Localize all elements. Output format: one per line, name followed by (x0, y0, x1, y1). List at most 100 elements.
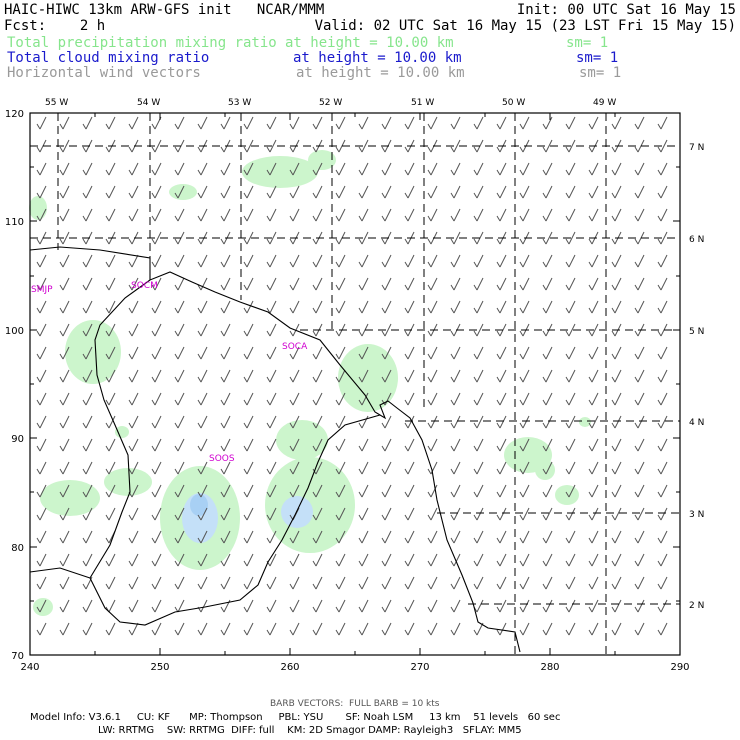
wind-barb (151, 208, 162, 222)
x-tick-label: 280 (540, 662, 559, 673)
wind-barb (588, 461, 599, 475)
wind-barb (634, 622, 645, 636)
wind-barb (59, 346, 70, 360)
wind-barb (381, 162, 392, 176)
wind-barb (542, 484, 553, 498)
wind-barb (565, 185, 576, 199)
wind-barb (128, 507, 139, 521)
wind-barb (542, 231, 553, 245)
wind-barb (358, 461, 369, 475)
header-valid: Valid: 02 UTC Sat 16 May 15 (23 LST Fri … (314, 18, 736, 34)
wind-barb (335, 576, 346, 590)
wind-barb (565, 484, 576, 498)
wind-barb (519, 576, 530, 590)
wind-barb (634, 599, 645, 613)
wind-barb (197, 507, 208, 521)
wind-barb (289, 208, 300, 222)
wind-barb (473, 576, 484, 590)
wind-barb (588, 323, 599, 337)
wind-barb (151, 438, 162, 452)
wind-barb (151, 484, 162, 498)
wind-barb (496, 484, 507, 498)
wind-barb (358, 415, 369, 429)
wind-barb (36, 254, 47, 268)
wind-barb (542, 438, 553, 452)
wind-barb (312, 346, 323, 360)
wind-barb (473, 208, 484, 222)
wind-barb (496, 208, 507, 222)
wind-barb (174, 622, 185, 636)
wind-barb (588, 392, 599, 406)
wind-barb (404, 599, 415, 613)
wind-barb (174, 484, 185, 498)
wind-barb (404, 162, 415, 176)
wind-barb (588, 369, 599, 383)
wind-barb (289, 461, 300, 475)
wind-barb (381, 530, 392, 544)
wind-barb (634, 208, 645, 222)
y-tick-label: 80 (11, 543, 24, 554)
wind-barb (519, 392, 530, 406)
wind-barb (404, 369, 415, 383)
wind-barb (197, 438, 208, 452)
wind-barb (105, 346, 116, 360)
wind-barb (266, 507, 277, 521)
wind-barb (381, 392, 392, 406)
wind-barb (220, 323, 231, 337)
wind-barb (243, 507, 254, 521)
wind-barb (565, 461, 576, 475)
wind-barb (404, 300, 415, 314)
wind-barb (657, 622, 668, 636)
field-level-precip: at height = 10.00 km (285, 35, 454, 51)
wind-barb (358, 139, 369, 153)
wind-barb (519, 254, 530, 268)
field-level-cloud: at height = 10.00 km (293, 50, 462, 66)
wind-barb (243, 300, 254, 314)
wind-barb (565, 139, 576, 153)
wind-barb (36, 116, 47, 130)
wind-barb (82, 461, 93, 475)
wind-barb (565, 323, 576, 337)
wind-barb (450, 530, 461, 544)
wind-barb (59, 162, 70, 176)
wind-barb (312, 415, 323, 429)
wind-barb (496, 392, 507, 406)
wind-barb (611, 507, 622, 521)
wind-barb (565, 231, 576, 245)
wind-barb (59, 530, 70, 544)
wind-barb (657, 346, 668, 360)
wind-barb (266, 300, 277, 314)
wind-barb (59, 622, 70, 636)
wind-barb (450, 208, 461, 222)
wind-barb (381, 415, 392, 429)
wind-barb (36, 415, 47, 429)
wind-barb (128, 162, 139, 176)
wind-barb (197, 254, 208, 268)
wind-barb (312, 116, 323, 130)
wind-barb (358, 162, 369, 176)
wind-barb (312, 576, 323, 590)
field-sm-cloud: sm= 1 (576, 50, 619, 66)
wind-barb (36, 530, 47, 544)
wind-barb (151, 392, 162, 406)
wind-barb (289, 415, 300, 429)
wind-barb (59, 507, 70, 521)
wind-barb (82, 116, 93, 130)
wind-barb (243, 277, 254, 291)
wind-barb (289, 576, 300, 590)
wind-barb (404, 116, 415, 130)
wind-barb (289, 300, 300, 314)
wind-barb (657, 507, 668, 521)
wind-barb (657, 300, 668, 314)
wind-barb (542, 461, 553, 475)
wind-barb (266, 208, 277, 222)
wind-barb (542, 599, 553, 613)
y-tick-label: 100 (5, 326, 24, 337)
wind-barb (335, 392, 346, 406)
wind-barb (243, 162, 254, 176)
wind-barb (588, 185, 599, 199)
wind-barb (312, 254, 323, 268)
wind-barb (105, 622, 116, 636)
wind-barb (174, 208, 185, 222)
wind-barb (151, 599, 162, 613)
